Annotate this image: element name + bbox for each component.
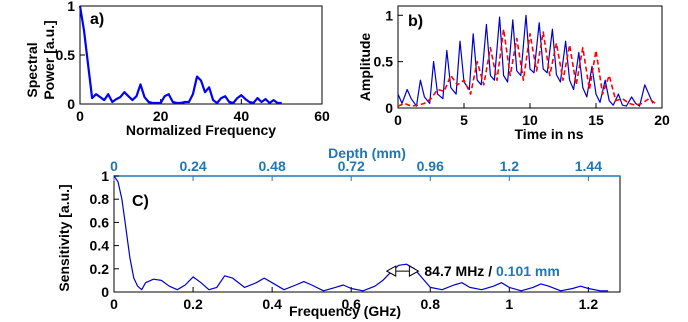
panel-b-label: b) [408, 13, 423, 30]
panel-c-annotation-separator: / [484, 263, 496, 279]
panel-b-x-tick-label: 5 [460, 112, 468, 128]
panel-c-depth-ticks: 0 0.24 0.48 0.72 0.96 1.2 1.44 [110, 158, 602, 181]
panel-c-depth-axis-label: Depth (mm) [328, 145, 406, 161]
panel-c-depth-tick-label: 1.44 [575, 158, 602, 174]
panel-c-y-tick-label: 0.8 [90, 191, 110, 207]
panel-a-x-tick-label: 0 [76, 108, 84, 124]
panel-a-series [80, 6, 282, 103]
panel-b-x-tick-label: 20 [654, 112, 670, 128]
panel-c-x-tick-label: 1 [505, 296, 513, 312]
panel-b-y-tick-label: 1 [385, 7, 393, 23]
panel-c-depth-tick-label: 0 [110, 158, 118, 174]
panel-c-x-tick-label: 0.8 [421, 296, 441, 312]
panel-b-series-line-2 [398, 29, 655, 106]
panel-b-chart: 00.51 0 5 10 15 20 b) Time in ns Amplitude [357, 6, 670, 142]
panel-b-y-tick-label: 0.5 [374, 54, 394, 70]
panel-a-y-axis-label-line2: Power [a.u.] [41, 20, 57, 99]
panel-a-plot-box [80, 6, 322, 104]
panel-c-y-tick-label: 0.6 [90, 214, 110, 230]
panel-b-y-tick-label: 0 [385, 100, 393, 116]
panel-a-y-tick-label: 0 [67, 96, 75, 112]
panel-c-y-ticks: 0 0.2 0.4 0.6 0.8 1 [90, 168, 119, 300]
panel-c-annotation-text: 84.7 MHz / 0.101 mm [424, 263, 559, 279]
panel-b-x-tick-label: 15 [588, 112, 604, 128]
panel-b-y-axis-label: Amplitude [357, 33, 373, 102]
panel-b-x-axis-label: Time in ns [515, 126, 584, 142]
panel-c-x-axis-label: Frequency (GHz) [289, 303, 401, 319]
panel-c-chart: 0 0.2 0.4 0.6 0.8 1 0 0.2 0.4 0.6 0.8 1 1.2 0 0.24 0.… [56, 145, 620, 319]
panel-c-annotation-arrowhead-right [409, 266, 418, 276]
panel-c-depth-tick-label: 0.24 [179, 158, 206, 174]
panel-c-x-tick-label: 0.2 [183, 296, 203, 312]
panel-a-y-tick-label: 1 [67, 0, 75, 14]
panel-a-label: a) [90, 11, 104, 28]
panel-a-x-ticks: 0 20 40 60 [76, 99, 330, 124]
panel-c-x-tick-label: 0.4 [262, 296, 282, 312]
panel-c-depth-tick-label: 0.48 [259, 158, 286, 174]
panel-c-x-tick-label: 1.2 [579, 296, 599, 312]
panel-b-x-tick-label: 0 [394, 112, 402, 128]
panel-c-y-axis-label: Sensitivity [a.u.] [56, 184, 72, 291]
panel-a-chart: 00.51 0 20 40 60 a) Normalized Frequency Sp… [24, 0, 330, 138]
panel-c-depth-tick-label: 0.96 [417, 158, 444, 174]
panel-c-annotation-depth: 0.101 mm [496, 263, 560, 279]
panel-c-annotation: 84.7 MHz / 0.101 mm [387, 263, 560, 279]
panel-a-y-axis-label-line1: Spectral [24, 42, 40, 97]
panel-a-y-tick-label: 0.5 [56, 47, 76, 63]
panel-c-label: C) [132, 193, 149, 210]
panel-c-x-tick-label: 0 [110, 296, 118, 312]
panel-c-y-tick-label: 1 [101, 168, 109, 184]
panel-a-x-tick-label: 60 [314, 108, 330, 124]
panel-b-y-ticks: 00.51 [374, 7, 403, 116]
panel-b-series [398, 15, 655, 106]
panel-c-y-tick-label: 0.2 [90, 261, 110, 277]
panel-a-y-ticks: 00.51 [56, 0, 85, 112]
panel-a-x-axis-label: Normalized Frequency [126, 122, 276, 138]
panel-c-annotation-frequency: 84.7 MHz [424, 263, 484, 279]
panel-c-depth-tick-label: 1.2 [500, 158, 520, 174]
panel-c-y-tick-label: 0 [101, 284, 109, 300]
panel-b-x-ticks: 0 5 10 15 20 [394, 103, 670, 128]
panel-a-series-line-1 [80, 6, 282, 103]
panel-c-y-tick-label: 0.4 [90, 238, 110, 254]
